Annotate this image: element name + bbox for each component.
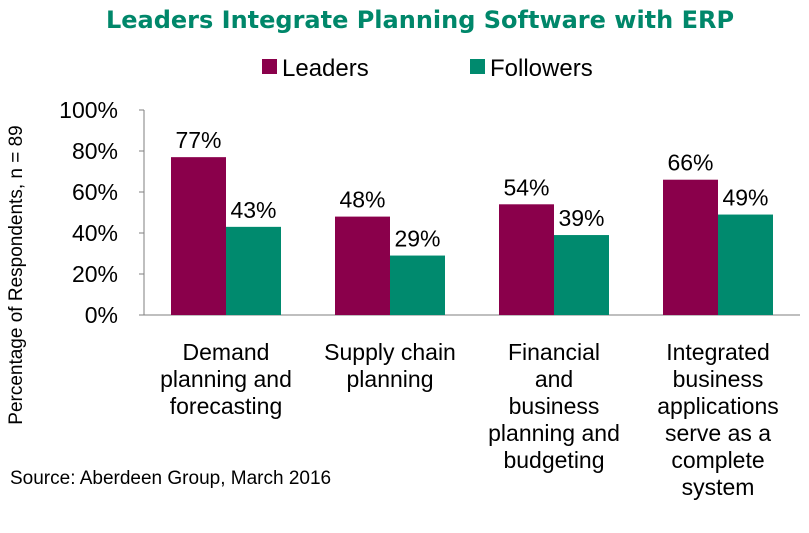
bar-leaders [171,157,226,315]
bars: 77% 43% 48% 29% 54% 39% 66% 49% [171,127,773,315]
chart-title: Leaders Integrate Planning Software with… [106,6,734,34]
bar-followers [718,214,773,315]
legend-swatch-leaders [262,59,277,74]
data-label: 29% [394,226,440,252]
legend: Leaders Followers [262,55,593,82]
bar-leaders [499,204,554,315]
x-tick-label: Demand planning and forecasting [160,339,292,419]
x-tick-label: Integrated business applications serve as a… [657,339,778,500]
y-tick-label: 80% [72,138,118,164]
legend-label-leaders: Leaders [282,55,369,82]
y-tick-label: 0% [85,302,118,328]
data-label: 54% [503,174,549,200]
source-note: Source: Aberdeen Group, March 2016 [10,468,331,489]
y-tick-label: 100% [59,97,118,123]
y-tick-label: 20% [72,261,118,287]
y-tick-label: 60% [72,179,118,205]
bar-leaders [663,179,718,315]
data-label: 48% [339,187,385,213]
data-label: 43% [230,197,276,223]
bar-followers [554,235,609,315]
x-tick-label: Financial and business planning and budgetin… [488,339,620,473]
data-label: 39% [558,205,604,231]
bar-leaders [335,216,390,315]
data-label: 66% [667,150,713,176]
y-tick-label: 40% [72,220,118,246]
x-axis-labels: Demand planning and forecasting Supply chai… [160,339,779,500]
axes: 0% 20% 40% 60% 80% 100% [59,97,800,328]
data-label: 77% [175,127,221,153]
data-label: 49% [722,185,768,211]
bar-followers [226,226,281,315]
x-tick-label: Supply chain planning [324,339,456,392]
y-axis-label: Percentage of Respondents, n = 89 [6,125,27,424]
legend-swatch-followers [470,59,485,74]
bar-followers [390,255,445,315]
legend-label-followers: Followers [490,55,593,82]
